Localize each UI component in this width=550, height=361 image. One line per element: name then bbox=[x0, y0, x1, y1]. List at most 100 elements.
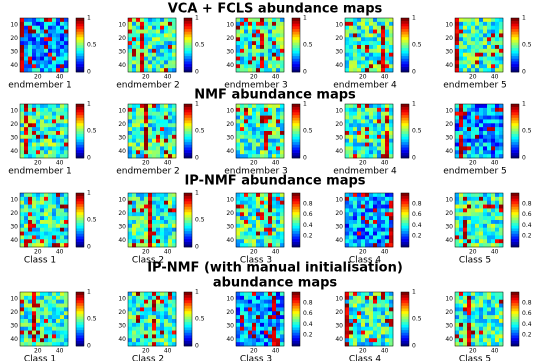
pixel bbox=[475, 292, 479, 296]
pixel bbox=[164, 300, 168, 304]
pixel bbox=[20, 327, 24, 331]
pixel bbox=[136, 232, 140, 236]
pixel bbox=[357, 119, 361, 123]
pixel bbox=[28, 60, 32, 64]
pixel bbox=[236, 68, 240, 72]
pixel bbox=[164, 319, 168, 323]
pixel bbox=[272, 131, 276, 135]
pixel bbox=[272, 127, 276, 131]
pixel bbox=[463, 60, 467, 64]
pixel bbox=[136, 304, 140, 308]
pixel bbox=[172, 193, 176, 197]
pixel bbox=[455, 143, 459, 147]
pixel bbox=[20, 315, 24, 319]
pixel bbox=[20, 68, 24, 72]
pixel bbox=[377, 193, 381, 197]
pixel bbox=[252, 112, 256, 116]
pixel bbox=[252, 127, 256, 131]
colorbar-tick-label: 1 bbox=[195, 190, 199, 197]
colorbar-segment bbox=[401, 29, 409, 32]
colorbar-segment bbox=[184, 215, 192, 218]
pixel bbox=[160, 224, 164, 228]
pixel bbox=[389, 123, 393, 127]
pixel bbox=[459, 68, 463, 72]
pixel bbox=[40, 139, 44, 143]
pixel bbox=[132, 57, 136, 61]
pixel bbox=[248, 220, 252, 224]
pixel bbox=[128, 232, 132, 236]
colorbar-tick-label: 0.4 bbox=[303, 321, 313, 328]
pixel bbox=[495, 139, 499, 143]
panel-label: Class 3 bbox=[240, 355, 272, 361]
pixel bbox=[44, 104, 48, 108]
pixel bbox=[345, 342, 349, 346]
pixel bbox=[479, 208, 483, 212]
pixel bbox=[152, 208, 156, 212]
pixel bbox=[495, 224, 499, 228]
pixel bbox=[381, 112, 385, 116]
pixel bbox=[140, 292, 144, 296]
pixel bbox=[136, 327, 140, 331]
pixel bbox=[276, 60, 280, 64]
x-tick-label: 40 bbox=[56, 74, 64, 81]
pixel bbox=[52, 116, 56, 120]
pixel bbox=[248, 22, 252, 26]
pixel bbox=[495, 315, 499, 319]
pixel bbox=[140, 296, 144, 300]
pixel bbox=[164, 220, 168, 224]
pixel bbox=[491, 235, 495, 239]
pixel bbox=[349, 220, 353, 224]
pixel bbox=[459, 232, 463, 236]
pixel bbox=[487, 208, 491, 212]
pixel bbox=[132, 30, 136, 34]
pixel bbox=[256, 135, 260, 139]
pixel bbox=[56, 22, 60, 26]
pixel bbox=[483, 123, 487, 127]
pixel bbox=[276, 323, 280, 327]
pixel bbox=[256, 243, 260, 247]
pixel bbox=[24, 243, 28, 247]
pixel bbox=[369, 150, 373, 154]
pixel bbox=[369, 296, 373, 300]
pixel bbox=[276, 30, 280, 34]
pixel bbox=[353, 104, 357, 108]
pixel bbox=[52, 315, 56, 319]
pixel bbox=[40, 197, 44, 201]
pixel bbox=[463, 208, 467, 212]
pixel bbox=[244, 22, 248, 26]
pixel bbox=[132, 49, 136, 53]
colorbar-segment bbox=[511, 225, 519, 228]
pixel bbox=[252, 193, 256, 197]
pixel bbox=[32, 327, 36, 331]
pixel bbox=[475, 68, 479, 72]
pixel bbox=[156, 334, 160, 338]
pixel bbox=[373, 216, 377, 220]
pixel bbox=[361, 224, 365, 228]
pixel bbox=[36, 216, 40, 220]
pixel bbox=[24, 292, 28, 296]
pixel bbox=[345, 216, 349, 220]
pixel bbox=[455, 232, 459, 236]
colorbar-segment bbox=[76, 23, 84, 26]
pixel bbox=[252, 243, 256, 247]
pixel bbox=[385, 319, 389, 323]
pixel bbox=[240, 68, 244, 72]
colorbar-segment bbox=[511, 327, 519, 330]
pixel bbox=[483, 307, 487, 311]
pixel bbox=[491, 212, 495, 216]
colorbar-segment bbox=[292, 118, 300, 121]
pixel bbox=[272, 220, 276, 224]
pixel bbox=[349, 228, 353, 232]
pixel bbox=[260, 201, 264, 205]
pixel bbox=[24, 104, 28, 108]
pixel bbox=[385, 232, 389, 236]
pixel bbox=[152, 220, 156, 224]
pixel bbox=[268, 104, 272, 108]
pixel bbox=[64, 307, 68, 311]
colorbar-segment bbox=[76, 193, 84, 196]
colorbar-segment bbox=[184, 128, 192, 131]
pixel bbox=[475, 49, 479, 53]
pixel bbox=[36, 45, 40, 49]
pixel bbox=[128, 193, 132, 197]
pixel bbox=[64, 311, 68, 315]
